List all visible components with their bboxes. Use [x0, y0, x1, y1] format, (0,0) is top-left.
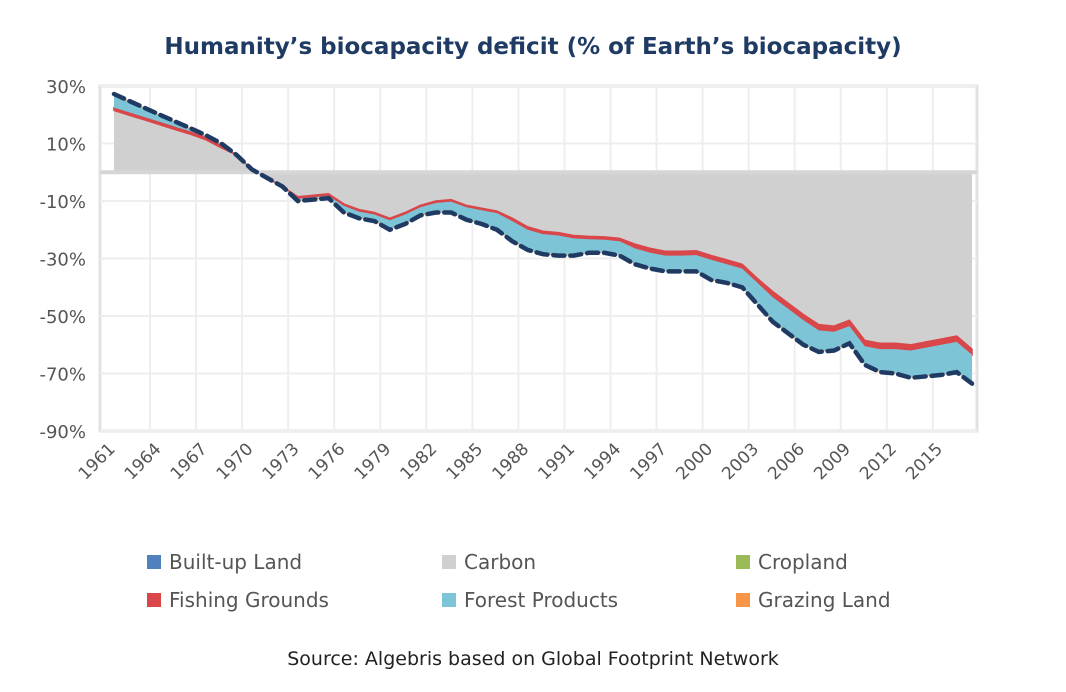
y-tick-label: 10% — [46, 135, 86, 156]
y-tick-label: -50% — [39, 307, 86, 328]
x-tick-label: 1967 — [167, 439, 212, 484]
area-carbon — [114, 110, 972, 350]
y-axis-ticks: 30% 10% -10% -30% -50% -70% -90% — [39, 77, 86, 443]
x-tick-label: 1991 — [534, 439, 579, 484]
area-forest-products — [114, 94, 972, 383]
legend-item-cropland: Cropland — [736, 550, 848, 574]
total-line — [111, 91, 975, 386]
y-tick-label: -90% — [39, 422, 86, 443]
x-axis-ticks: 1961 1964 1967 1970 1973 1976 1979 1982 1985 1988… — [75, 439, 947, 484]
y-tick-label: -10% — [39, 192, 86, 213]
legend-label: Forest Products — [464, 588, 619, 612]
legend-label: Built-up Land — [169, 550, 303, 574]
legend-item-forest-products: Forest Products — [442, 588, 618, 612]
x-tick-label: 1964 — [121, 439, 166, 484]
legend-swatch — [442, 593, 456, 607]
y-tick-label: -70% — [39, 365, 86, 386]
y-tick-label: -30% — [39, 250, 86, 271]
x-tick-label: 2006 — [764, 439, 809, 484]
x-tick-label: 1985 — [443, 439, 488, 484]
x-tick-label: 1994 — [580, 439, 625, 484]
legend-item-carbon: Carbon — [442, 550, 536, 574]
x-tick-label: 1979 — [351, 439, 396, 484]
total-deficit-line — [111, 91, 975, 386]
x-tick-label: 1982 — [397, 439, 442, 484]
x-tick-label: 1973 — [259, 439, 304, 484]
x-tick-label: 2009 — [810, 439, 855, 484]
legend-swatch — [736, 593, 750, 607]
legend-swatch — [147, 593, 161, 607]
legend-label: Cropland — [758, 550, 848, 574]
legend-label: Grazing Land — [758, 588, 891, 612]
x-tick-label: 1988 — [488, 439, 533, 484]
legend-item-fishing-grounds: Fishing Grounds — [147, 588, 329, 612]
legend-label: Carbon — [464, 550, 537, 574]
legend-item-built-up-land: Built-up Land — [147, 550, 302, 574]
legend-label: Fishing Grounds — [169, 588, 329, 612]
x-tick-label: 1997 — [626, 439, 671, 484]
x-tick-label: 2015 — [902, 439, 947, 484]
stacked-areas — [113, 94, 973, 384]
legend-item-grazing-land: Grazing Land — [736, 588, 891, 612]
source-note: Source: Algebris based on Global Footpri… — [287, 648, 779, 670]
legend-swatch — [147, 555, 161, 569]
chart-title: Humanity’s biocapacity deficit (% of Ear… — [164, 34, 902, 60]
x-tick-label: 1961 — [75, 439, 120, 484]
x-tick-label: 1976 — [305, 439, 350, 484]
x-tick-label: 2000 — [672, 439, 717, 484]
x-tick-label: 2003 — [718, 439, 763, 484]
x-tick-label: 1970 — [213, 439, 258, 484]
y-tick-label: 30% — [46, 77, 86, 98]
x-tick-label: 2012 — [856, 439, 901, 484]
legend-swatch — [442, 555, 456, 569]
legend-swatch — [736, 555, 750, 569]
